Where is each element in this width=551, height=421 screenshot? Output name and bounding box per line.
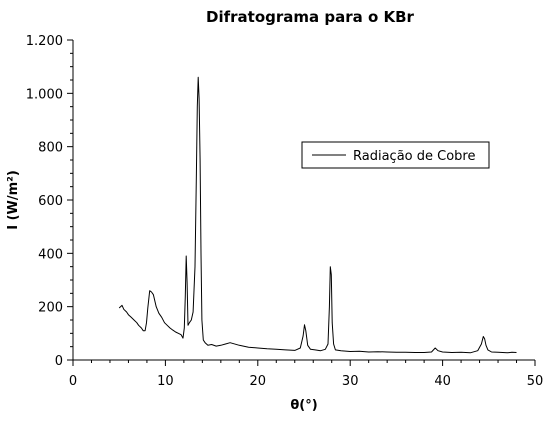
y-tick-label: 0: [55, 354, 63, 369]
series-layer: [118, 76, 517, 354]
chart-title: Difratograma para o KBr: [206, 8, 415, 26]
y-tick-label: 600: [38, 194, 63, 209]
x-tick-label: 30: [342, 374, 359, 389]
ticks: 0 10 20 30 40 50 0 200 400 600 800 1.000 1.200: [26, 34, 543, 389]
x-tick-label: 40: [434, 374, 451, 389]
x-tick-label: 10: [157, 374, 174, 389]
x-tick-label: 20: [250, 374, 267, 389]
y-tick-label: 1.000: [26, 87, 63, 102]
x-tick-label: 0: [69, 374, 77, 389]
axes: [72, 40, 535, 361]
x-axis-label: θ(°): [290, 398, 317, 413]
y-axis-label: I (W/m²): [6, 170, 21, 230]
legend-entry-label: Radiação de Cobre: [353, 149, 475, 164]
y-tick-label: 1.200: [26, 34, 63, 49]
y-tick-label: 400: [38, 247, 63, 262]
series-line-0: [118, 76, 517, 354]
x-tick-label: 50: [527, 374, 544, 389]
y-tick-label: 800: [38, 141, 63, 156]
legend: Radiação de Cobre: [301, 141, 490, 169]
y-tick-label: 200: [38, 301, 63, 316]
